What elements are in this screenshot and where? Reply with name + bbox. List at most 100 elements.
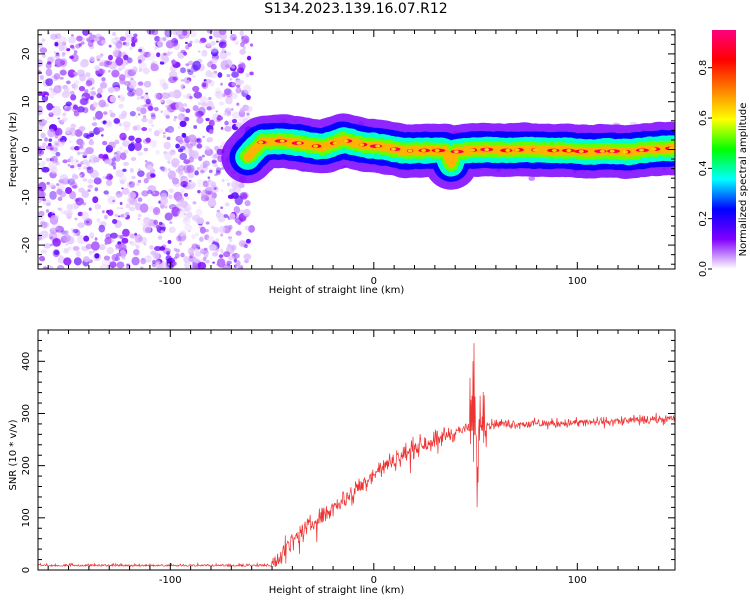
noise-speckle [205,70,213,78]
noise-speckle [135,87,144,97]
noise-speckle [122,187,130,195]
noise-speckle [103,60,111,68]
noise-speckle [39,230,49,239]
noise-speckle [83,132,90,139]
noise-speckle [207,176,211,180]
noise-speckle [244,225,251,231]
noise-speckle [111,219,118,224]
noise-speckle [92,116,97,121]
noise-speckle [88,232,95,239]
noise-speckle [78,85,86,92]
noise-speckle [176,203,182,209]
noise-speckle [68,73,75,78]
noise-speckle [132,66,138,73]
noise-speckle [98,68,106,74]
noise-speckle [107,158,115,166]
noise-speckle [220,206,224,210]
noise-speckle [90,88,93,91]
x-axis-label: Height of straight line (km) [269,585,405,596]
noise-speckle [238,60,243,65]
noise-speckle [138,168,141,171]
noise-speckle [177,201,182,205]
noise-speckle [114,153,118,157]
noise-speckle [195,244,201,249]
noise-speckle [154,246,162,252]
y-tick-label: 200 [21,456,32,475]
ridge-peak-core [332,141,338,145]
noise-speckle [220,248,224,252]
noise-speckle [188,150,192,154]
noise-speckle [226,73,231,78]
noise-speckle [242,46,246,50]
noise-speckle [180,180,189,188]
noise-speckle [74,145,80,151]
noise-speckle [67,246,72,251]
noise-speckle [191,243,199,249]
noise-speckle [209,46,219,53]
x-tick-label: 100 [568,276,587,287]
noise-speckle [173,256,178,260]
x-tick-label: -100 [159,276,182,287]
noise-speckle [124,125,130,131]
noise-speckle [83,218,93,226]
noise-speckle [63,248,69,253]
noise-speckle [165,114,170,119]
noise-speckle [50,33,58,40]
noise-speckle [91,122,98,127]
noise-speckle [225,64,231,69]
noise-speckle [78,125,86,132]
noise-speckle [53,73,61,80]
noise-speckle [180,84,186,90]
noise-speckle [94,203,102,210]
ridge-peak-core [532,148,538,152]
noise-speckle [215,249,220,253]
noise-speckle [138,62,147,72]
noise-speckle [82,165,88,170]
noise-speckle [155,224,161,230]
noise-speckle [215,91,224,100]
noise-speckle [55,225,65,233]
noise-speckle [150,112,156,117]
noise-speckle [210,48,219,57]
noise-speckle [89,95,94,101]
noise-speckle [168,91,175,98]
noise-speckle [47,265,54,269]
noise-speckle [38,124,44,130]
noise-speckle [210,181,217,187]
noise-speckle [66,48,71,52]
noise-speckle [223,251,231,258]
noise-speckle [175,168,181,173]
noise-speckle [86,220,90,224]
noise-speckle [219,30,227,36]
noise-speckle [162,134,166,139]
noise-speckle [208,129,214,135]
noise-speckle [114,43,123,50]
noise-speckle [122,161,130,167]
noise-speckle [66,80,71,85]
noise-speckle [158,221,163,226]
noise-speckle [46,117,50,121]
noise-speckle [171,158,180,167]
noise-speckle [162,55,170,64]
noise-speckle [216,148,224,156]
noise-speckle [213,70,218,74]
noise-speckle [49,147,54,151]
noise-speckle [77,211,83,217]
snr-panel: -100 0 100 0 100 200 300 400 Height of straight … [8,329,676,596]
noise-speckle [228,224,233,230]
noise-speckle [40,249,48,254]
noise-speckle [224,120,229,126]
noise-speckle [143,217,151,225]
noise-speckle [47,61,52,65]
noise-speckle [145,98,151,105]
noise-speckle [206,235,215,244]
x-tick-label: 0 [371,276,377,287]
noise-speckle [180,200,188,208]
noise-speckle [121,140,130,147]
noise-speckle [148,127,152,132]
ridge-peak-core [258,140,264,144]
noise-speckle [201,154,205,158]
noise-speckle [101,134,104,137]
noise-speckle [76,35,83,42]
noise-speckle [199,96,208,103]
